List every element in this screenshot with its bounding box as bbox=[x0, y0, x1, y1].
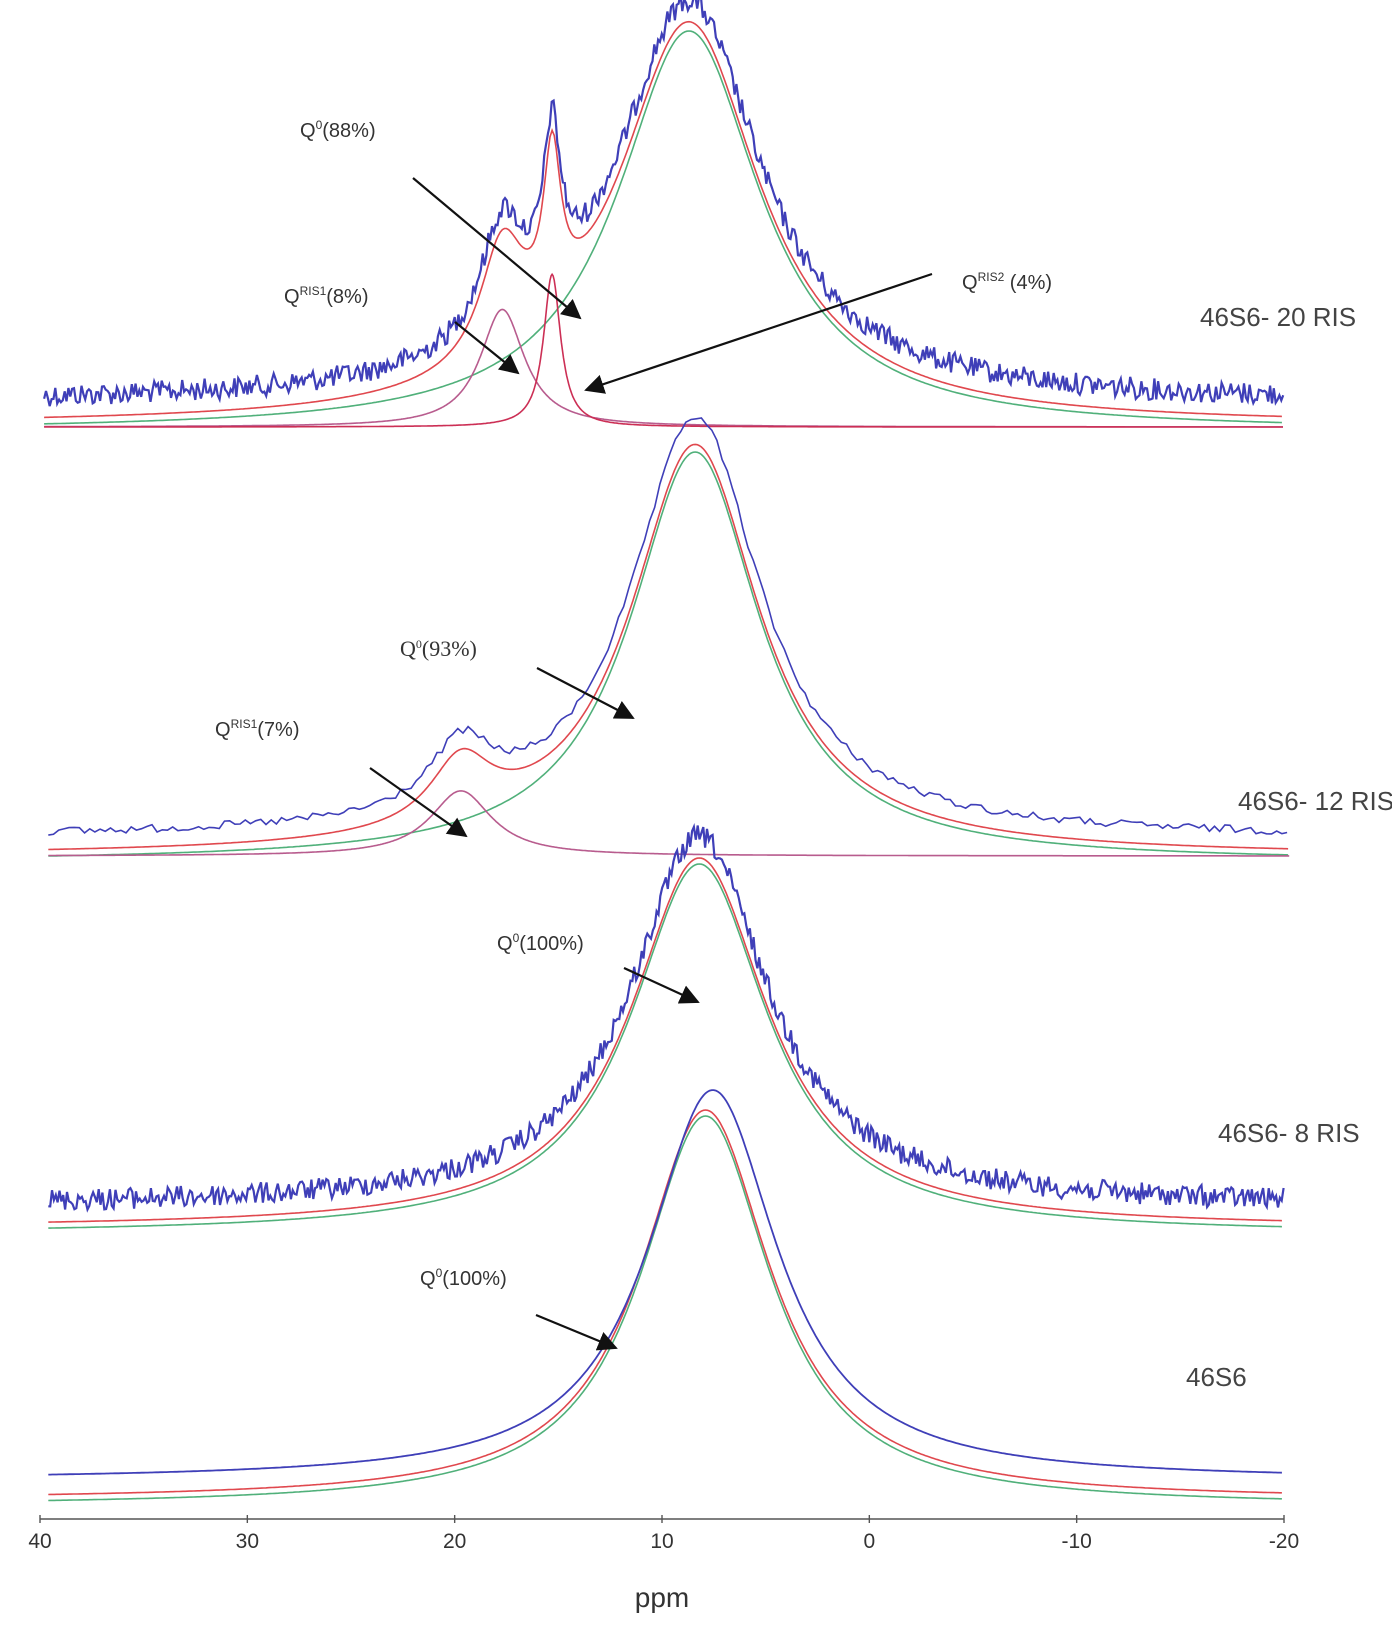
spectrum-panel bbox=[43, 0, 1285, 428]
q0-component-line bbox=[44, 30, 1282, 425]
experimental-spectrum-line bbox=[48, 1089, 1282, 1476]
annotation-arrow bbox=[369, 767, 468, 838]
x-axis: 40 30 20 10 0 -10 -20 ppm bbox=[28, 1515, 1299, 1613]
component-label-base: Q bbox=[400, 636, 416, 661]
component-label-tail: (100%) bbox=[519, 933, 583, 955]
component-label-base: Q bbox=[420, 1268, 436, 1290]
x-tick-label: 30 bbox=[236, 1530, 259, 1553]
spectrum-panel bbox=[48, 417, 1290, 857]
q0-component-line bbox=[48, 1115, 1282, 1502]
component-label-sup: 0 bbox=[316, 118, 323, 132]
component-label-base: Q bbox=[284, 286, 300, 308]
q0-component-line bbox=[48, 451, 1289, 857]
sample-label: 46S6- 12 RIS bbox=[1238, 786, 1392, 816]
component-label-sup: 0 bbox=[436, 1266, 443, 1280]
spectrum-panel bbox=[48, 1089, 1282, 1502]
component-label-base: Q bbox=[497, 933, 513, 955]
ris-component-line bbox=[44, 272, 1283, 428]
component-label-base: Q bbox=[962, 272, 978, 294]
component-label-tail: (7%) bbox=[257, 719, 299, 741]
spectrum-panel bbox=[48, 822, 1285, 1229]
total-fit-line bbox=[48, 443, 1289, 851]
sample-label: 46S6 bbox=[1186, 1362, 1247, 1392]
annotation-arrow bbox=[623, 967, 700, 1004]
component-label-sup: RIS2 bbox=[978, 270, 1005, 284]
component-label: Q0(93%) bbox=[400, 636, 477, 661]
annotation-arrow bbox=[535, 1313, 618, 1351]
ris-component-line bbox=[48, 790, 1290, 857]
annotation-arrows bbox=[369, 177, 933, 1351]
component-label-tail: (88%) bbox=[322, 120, 375, 142]
experimental-spectrum-line bbox=[48, 417, 1288, 836]
component-label: Q0(88%) bbox=[300, 118, 376, 142]
total-fit-line bbox=[48, 1109, 1282, 1496]
component-label-tail: (100%) bbox=[442, 1268, 506, 1290]
x-tick-label: 40 bbox=[28, 1530, 51, 1553]
component-label: QRIS2 (4%) bbox=[962, 270, 1052, 294]
x-tick-label: -20 bbox=[1269, 1530, 1299, 1553]
component-label: QRIS1(8%) bbox=[284, 284, 368, 308]
sample-label: 46S6- 20 RIS bbox=[1200, 302, 1356, 332]
annotation-arrow bbox=[454, 321, 520, 375]
annotation-arrow bbox=[584, 272, 933, 394]
component-label: Q0(100%) bbox=[420, 1266, 507, 1290]
experimental-spectrum-line bbox=[48, 822, 1285, 1213]
component-label-sup: 0 bbox=[416, 637, 422, 651]
q0-component-line bbox=[48, 863, 1282, 1229]
component-label: Q0(100%) bbox=[497, 931, 584, 955]
spectrum-traces bbox=[43, 0, 1290, 1502]
x-tick-label: 0 bbox=[863, 1530, 875, 1553]
component-label-sup: RIS1 bbox=[231, 717, 258, 731]
total-fit-line bbox=[48, 857, 1282, 1223]
annotation-arrow bbox=[536, 667, 635, 719]
total-fit-line bbox=[44, 20, 1282, 419]
component-label: QRIS1(7%) bbox=[215, 717, 299, 741]
x-tick-label: 10 bbox=[650, 1530, 673, 1553]
component-label-base: Q bbox=[215, 719, 231, 741]
annotation-arrow bbox=[412, 177, 582, 320]
component-label-tail: (8%) bbox=[326, 286, 368, 308]
x-axis-title: ppm bbox=[635, 1582, 689, 1613]
component-label-tail: (93%) bbox=[422, 636, 477, 661]
x-tick-label: 20 bbox=[443, 1530, 466, 1553]
component-label-sup: RIS1 bbox=[300, 284, 327, 298]
experimental-spectrum-line bbox=[43, 0, 1285, 408]
component-label-tail: (4%) bbox=[1004, 272, 1052, 294]
sample-label: 46S6- 8 RIS bbox=[1218, 1118, 1360, 1148]
x-tick-label: -10 bbox=[1061, 1530, 1091, 1553]
component-label-base: Q bbox=[300, 120, 316, 142]
component-label-sup: 0 bbox=[513, 931, 520, 945]
x-axis-ticks: 40 30 20 10 0 -10 -20 bbox=[28, 1515, 1299, 1553]
